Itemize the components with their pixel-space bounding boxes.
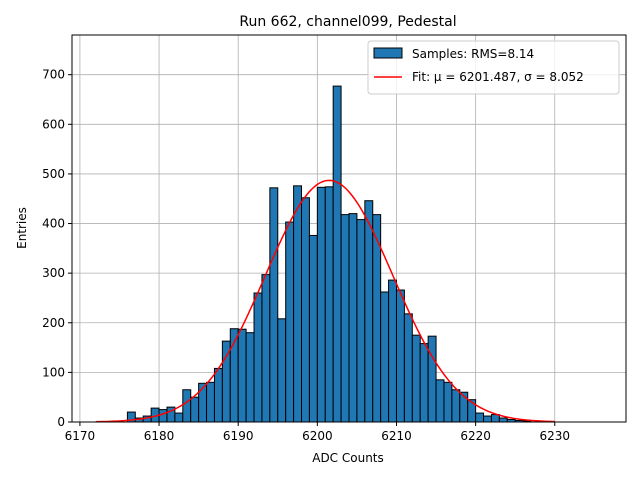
y-axis-label: Entries — [15, 207, 29, 249]
legend-histogram-label: Samples: RMS=8.14 — [412, 47, 534, 61]
legend-histogram-swatch — [373, 47, 403, 59]
x-axis-ticks: 6170 6180 6190 6200 6210 6220 6230 — [65, 422, 570, 443]
histogram-bar — [324, 186, 334, 423]
x-tick-label: 6230 — [539, 429, 570, 443]
histogram-bar — [269, 187, 279, 423]
legend-fit-label: Fit: μ = 6201.487, σ = 8.052 — [412, 70, 584, 84]
plot-frame — [71, 34, 627, 423]
histogram-bar — [411, 334, 421, 423]
y-tick-label: 0 — [57, 415, 65, 429]
histogram-bar — [285, 221, 295, 423]
histogram-bar — [245, 332, 255, 423]
y-tick-label: 400 — [42, 217, 65, 231]
histogram-bar — [443, 381, 453, 423]
histogram-bar — [427, 335, 437, 423]
histogram-bar — [498, 417, 508, 423]
histogram-bar — [308, 234, 318, 423]
histogram-bar — [221, 340, 231, 423]
histogram-bar — [483, 415, 492, 423]
histogram-bar — [419, 343, 429, 423]
histogram-bar — [395, 289, 405, 423]
x-tick-label: 6210 — [381, 429, 412, 443]
y-tick-label: 100 — [42, 365, 65, 379]
legend: Samples: RMS=8.14 Fit: μ = 6201.487, σ =… — [367, 40, 620, 95]
histogram-bar — [277, 318, 287, 423]
y-tick-label: 600 — [42, 117, 65, 131]
histogram-bar — [490, 414, 500, 423]
histogram-bar — [253, 292, 263, 423]
histogram-bar — [261, 274, 271, 423]
histogram-bar — [237, 328, 247, 423]
histogram-bar — [451, 389, 461, 423]
x-axis-label: ADC Counts — [312, 451, 384, 465]
y-tick-label: 700 — [42, 68, 65, 82]
histogram-bar — [158, 409, 168, 423]
x-tick-label: 6170 — [65, 429, 96, 443]
histogram-bar — [293, 185, 303, 423]
x-tick-label: 6220 — [460, 429, 491, 443]
histogram-bar — [348, 213, 358, 423]
legend-box — [367, 40, 620, 95]
histogram-bar — [301, 197, 310, 423]
x-tick-label: 6180 — [144, 429, 175, 443]
histogram-bar — [182, 389, 192, 423]
histogram-bar — [364, 200, 374, 423]
histogram-bar — [403, 313, 413, 423]
x-tick-label: 6200 — [302, 429, 333, 443]
histogram-bar — [213, 367, 223, 423]
histogram-bar — [332, 85, 342, 423]
histogram-bar — [340, 214, 350, 423]
histogram-bar — [388, 279, 397, 423]
y-tick-label: 300 — [42, 266, 65, 280]
x-tick-label: 6190 — [223, 429, 254, 443]
y-tick-label: 200 — [42, 316, 65, 330]
histogram-bar — [190, 396, 200, 423]
histogram-bar — [356, 219, 366, 423]
histogram-bar — [435, 379, 445, 423]
histogram-bar — [380, 291, 390, 423]
fit-curve — [95, 179, 555, 423]
histogram-bar — [475, 412, 485, 423]
histogram-bar — [206, 381, 215, 423]
y-tick-label: 500 — [42, 167, 65, 181]
y-axis-ticks: 0 100 200 300 400 500 600 700 — [42, 68, 72, 429]
histogram-bar — [316, 186, 326, 423]
histogram-bar — [174, 412, 184, 423]
chart-title: Run 662, channel099, Pedestal — [239, 14, 456, 30]
